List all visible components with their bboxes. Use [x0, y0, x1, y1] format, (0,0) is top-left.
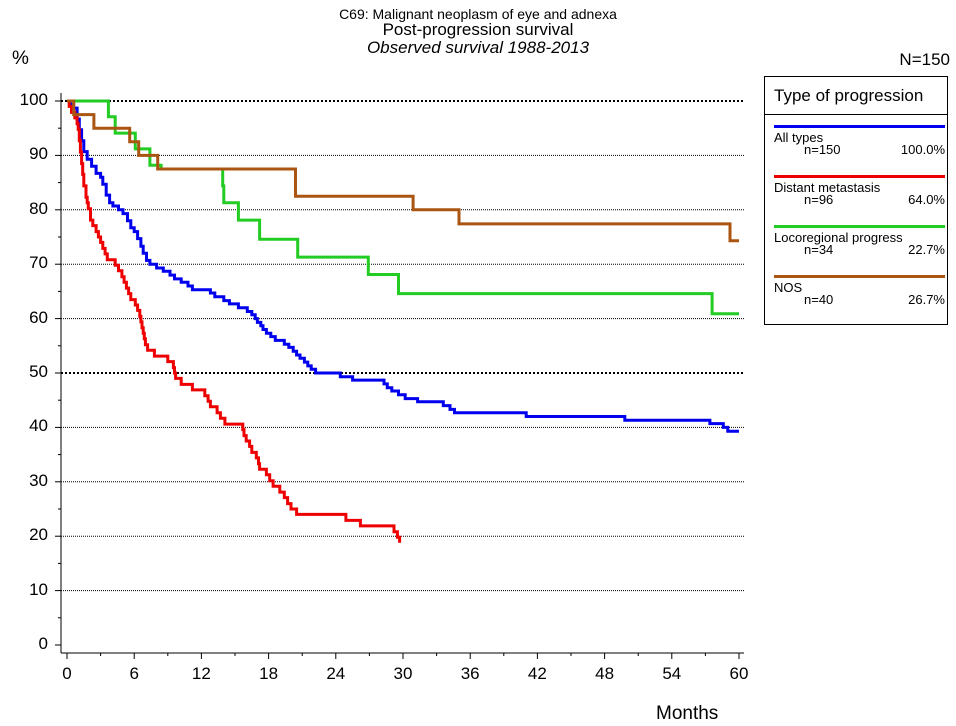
y-tick-label: 10: [29, 579, 48, 599]
y-tick-label: 20: [29, 525, 48, 545]
series-line-distant-metastasis: [67, 99, 402, 543]
x-tick-label: 6: [129, 664, 139, 683]
legend-count: n=40: [804, 292, 834, 307]
legend-title: Type of progression: [765, 77, 947, 115]
gridlines: [61, 100, 744, 592]
legend-count: n=96: [804, 192, 834, 207]
legend-name: Distant metastasis: [774, 180, 881, 195]
x-tick-label: 24: [326, 664, 346, 683]
legend-name: NOS: [774, 280, 803, 295]
series-line-all-types: [67, 99, 739, 433]
y-tick-label: 50: [29, 362, 48, 381]
y-tick-label: 80: [29, 198, 48, 218]
y-tick-label: 90: [29, 144, 48, 164]
x-tick-label: 36: [460, 664, 480, 683]
legend: Type of progression All types n=150 100.…: [764, 76, 948, 325]
x-axis-label: Months: [656, 703, 719, 724]
legend-percent: 100.0%: [900, 142, 945, 157]
x-tick-label: 12: [191, 664, 211, 683]
y-tick-label: 30: [29, 470, 48, 490]
legend-swatch: [774, 225, 945, 228]
legend-percent: 64.0%: [908, 192, 945, 207]
series-lines: [67, 99, 739, 543]
x-tick-label: 18: [259, 664, 279, 683]
legend-percent: 22.7%: [908, 242, 945, 257]
n-total: N=150: [899, 50, 950, 69]
legend-name: Locoregional progress: [774, 230, 903, 245]
x-tick-label: 60: [729, 664, 749, 683]
chart-subtitle: Post-progression survival: [382, 20, 574, 39]
legend-swatch: [774, 275, 945, 278]
legend-entry-distant-metastasis: Distant metastasis n=96 64.0%: [774, 175, 945, 225]
x-tick-label: 54: [662, 664, 682, 683]
y-tick-label: 100: [19, 90, 48, 109]
legend-swatch: [774, 125, 945, 128]
y-tick-label: 40: [29, 416, 48, 436]
series-line-locoregional-progress: [67, 99, 739, 316]
chart-subtitle-observed: Observed survival 1988-2013: [366, 38, 590, 57]
legend-count: n=34: [804, 242, 834, 257]
legend-name: All types: [774, 130, 824, 145]
series-line-nos: [67, 99, 739, 243]
x-tick-label: 48: [595, 664, 615, 683]
legend-entry-all-types: All types n=150 100.0%: [774, 125, 945, 175]
legend-entry-locoregional-progress: Locoregional progress n=34 22.7%: [774, 225, 945, 275]
legend-entry-nos: NOS n=40 26.7%: [774, 275, 945, 325]
x-tick-label: 30: [393, 664, 413, 683]
legend-percent: 26.7%: [908, 292, 945, 307]
legend-count: n=150: [804, 142, 841, 157]
x-tick-label: 0: [62, 664, 72, 683]
axes: [55, 93, 744, 659]
chart-title: C69: Malignant neoplasm of eye and adnex…: [339, 6, 617, 22]
legend-swatch: [774, 175, 945, 178]
x-tick-label: 42: [527, 664, 547, 683]
y-axis-label: %: [12, 48, 29, 69]
y-tick-label: 0: [38, 634, 48, 653]
y-tick-label: 70: [29, 253, 48, 273]
y-tick-label: 60: [29, 307, 48, 327]
